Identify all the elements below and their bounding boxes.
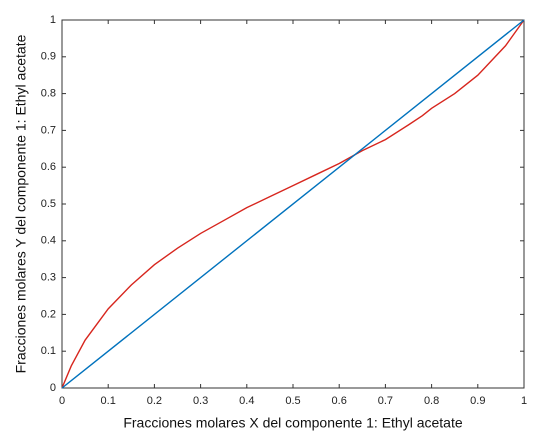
x-tick-label: 0 bbox=[59, 395, 65, 407]
x-tick-label: 0.8 bbox=[424, 395, 439, 407]
x-tick-label: 0.4 bbox=[239, 395, 254, 407]
x-tick-label: 0.7 bbox=[378, 395, 393, 407]
y-tick-label: 0.1 bbox=[41, 345, 56, 357]
x-tick-label: 0.3 bbox=[193, 395, 208, 407]
x-tick-label: 1 bbox=[521, 395, 527, 407]
data-line bbox=[61, 19, 525, 389]
y-tick-label: 0.2 bbox=[41, 308, 56, 320]
x-tick-label: 0.2 bbox=[147, 395, 162, 407]
y-tick-label: 0.5 bbox=[41, 198, 56, 210]
x-tick-label: 0.5 bbox=[285, 395, 300, 407]
y-tick-label: 0.6 bbox=[41, 161, 56, 173]
data-line bbox=[61, 19, 525, 389]
y-tick-label: 0.9 bbox=[41, 51, 56, 63]
y-tick-label: 0.4 bbox=[41, 235, 56, 247]
y-tick-label: 1 bbox=[50, 14, 56, 26]
y-tick-label: 0.8 bbox=[41, 88, 56, 100]
y-tick-label: 0.7 bbox=[41, 124, 56, 136]
x-tick-label: 0.6 bbox=[332, 395, 347, 407]
y-tick-label: 0.3 bbox=[41, 272, 56, 284]
y-tick-label: 0 bbox=[50, 382, 56, 394]
x-axis-label: Fracciones molares X del componente 1: E… bbox=[123, 415, 463, 431]
x-tick-label: 0.9 bbox=[470, 395, 485, 407]
y-axis-label: Fracciones molares Y del componente 1: E… bbox=[13, 34, 29, 373]
x-tick-label: 0.1 bbox=[101, 395, 116, 407]
